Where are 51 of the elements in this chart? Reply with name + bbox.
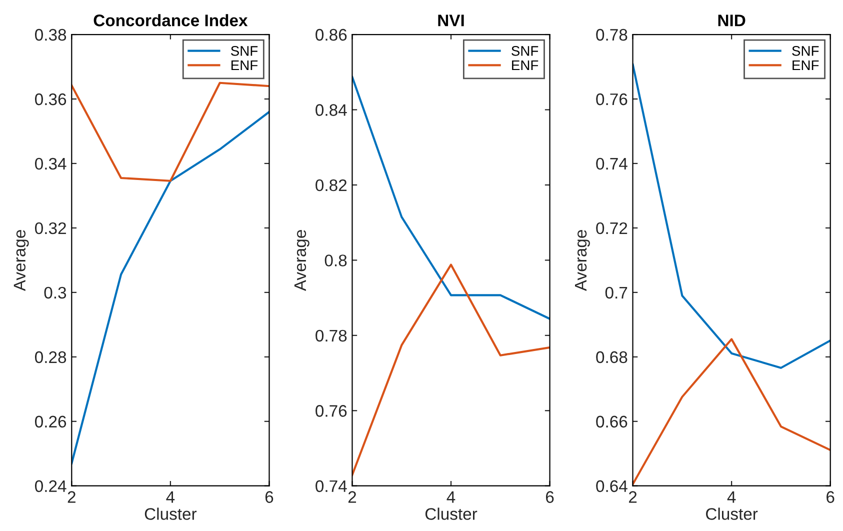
x-tick-label: 4 (727, 491, 736, 503)
y-tick-label: 0.36 (35, 93, 66, 106)
y-tick-label: 0.3 (44, 286, 66, 299)
x-axis-title: Cluster (706, 508, 758, 520)
y-tick-label: 0.74 (596, 158, 628, 170)
y-tick-label: 0.84 (316, 104, 347, 116)
x-tick-label: 6 (826, 491, 834, 503)
x-tick-label: 4 (166, 491, 175, 503)
legend-label: SNF (512, 46, 538, 56)
y-axis-title: Average (14, 230, 29, 292)
x-tick-label: 2 (348, 491, 356, 503)
y-tick-label: 0.78 (596, 28, 628, 41)
y-tick-label: 0.26 (35, 416, 66, 428)
y-tick-label: 0.76 (316, 405, 347, 417)
chart-title: NVI (438, 14, 464, 26)
y-tick-label: 0.82 (316, 179, 347, 192)
y-tick-label: 0.64 (596, 480, 628, 492)
line-series (352, 264, 550, 476)
chart-title: NID (718, 14, 746, 26)
y-tick-label: 0.32 (35, 222, 66, 234)
y-tick-label: 0.86 (316, 28, 347, 41)
x-tick-label: 2 (68, 491, 76, 503)
legend-label: ENF (231, 60, 258, 70)
legend-label: ENF (792, 60, 819, 70)
y-tick-label: 0.38 (35, 28, 66, 41)
y-tick-label: 0.72 (596, 222, 628, 234)
y-tick-label: 0.68 (596, 351, 628, 364)
y-tick-label: 0.74 (316, 480, 347, 492)
y-tick-label: 0.8 (324, 254, 347, 266)
x-tick-label: 6 (265, 491, 274, 503)
y-axis-title: Average (294, 230, 310, 292)
legend-label: SNF (792, 46, 819, 56)
y-tick-label: 0.78 (316, 330, 347, 342)
y-tick-label: 0.76 (596, 93, 628, 106)
y-tick-label: 0.24 (35, 480, 66, 492)
legend-label: ENF (512, 60, 538, 70)
x-tick-label: 6 (546, 491, 554, 503)
y-tick-label: 0.7 (605, 286, 628, 299)
x-tick-label: 2 (628, 491, 637, 503)
x-tick-label: 4 (446, 491, 456, 503)
chart-title: Concordance Index (94, 14, 248, 26)
x-axis-title: Cluster (144, 508, 197, 520)
y-axis-title: Average (575, 230, 590, 292)
line-series (72, 82, 270, 182)
y-tick-label: 0.34 (35, 158, 66, 170)
line-series (72, 110, 270, 464)
legend-label: SNF (230, 46, 258, 56)
y-tick-label: 0.28 (35, 351, 66, 364)
line-series (352, 76, 550, 320)
x-axis-title: Cluster (425, 508, 478, 520)
y-tick-label: 0.66 (596, 416, 628, 428)
